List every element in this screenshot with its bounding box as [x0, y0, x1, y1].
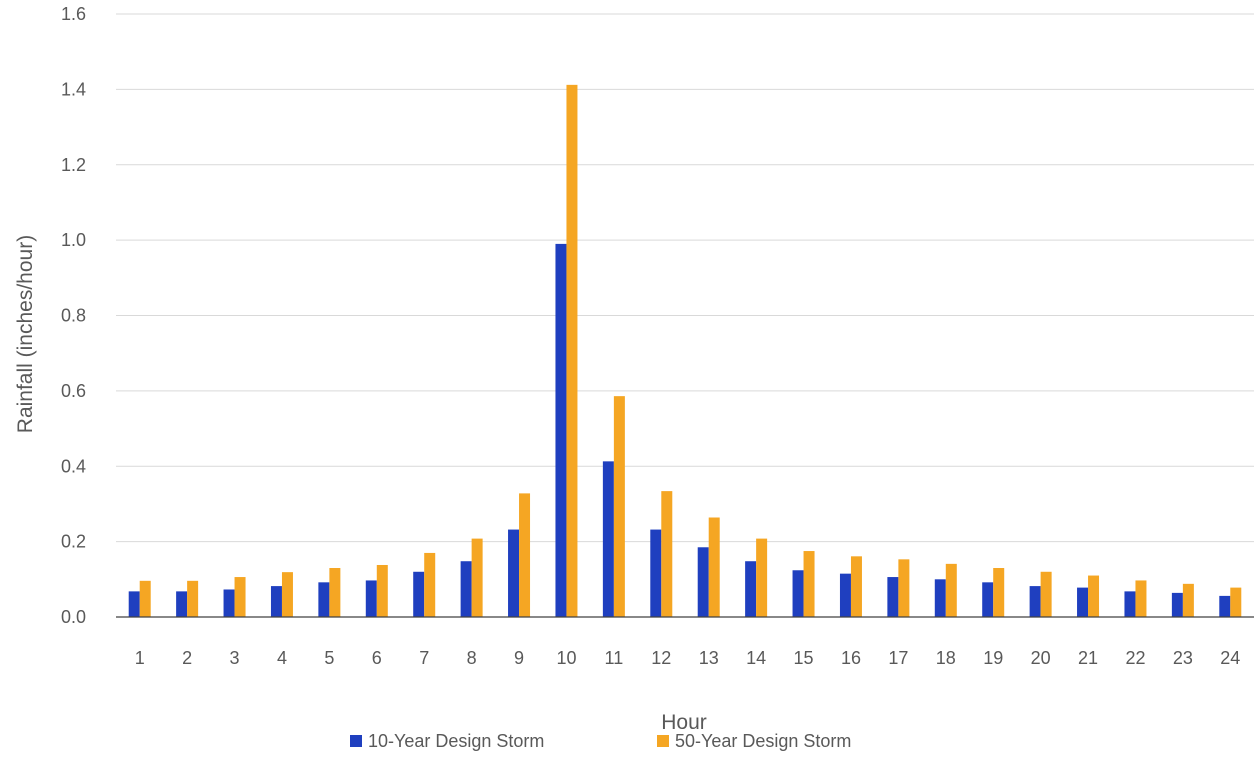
bar-10-year-hour-9 [508, 529, 520, 617]
bar-50-year-hour-17 [898, 559, 910, 617]
legend-swatch-10-year [350, 735, 362, 747]
bars [128, 84, 1242, 618]
bar-50-year-hour-14 [756, 538, 768, 617]
bar-10-year-hour-17 [887, 577, 899, 617]
bar-50-year-hour-7 [424, 552, 436, 617]
x-tick-label: 20 [1031, 648, 1051, 668]
bar-50-year-hour-22 [1135, 580, 1147, 617]
bar-50-year-hour-10 [566, 84, 578, 618]
y-tick-label: 1.2 [61, 155, 86, 175]
x-tick-label: 10 [556, 648, 576, 668]
bar-50-year-hour-2 [187, 580, 199, 617]
bar-50-year-hour-20 [1040, 571, 1052, 617]
y-tick-label: 0.0 [61, 607, 86, 627]
bar-50-year-hour-11 [613, 396, 625, 617]
bar-10-year-hour-1 [128, 591, 140, 617]
x-tick-label: 23 [1173, 648, 1193, 668]
bar-10-year-hour-20 [1029, 586, 1041, 617]
x-tick-label: 15 [794, 648, 814, 668]
bar-10-year-hour-11 [602, 461, 614, 617]
bar-50-year-hour-16 [850, 556, 862, 617]
y-tick-label: 1.6 [61, 4, 86, 24]
bar-10-year-hour-3 [223, 589, 235, 617]
bar-50-year-hour-6 [376, 564, 388, 617]
y-tick-label: 0.8 [61, 306, 86, 326]
bar-50-year-hour-19 [993, 568, 1005, 617]
legend-label-10-year: 10-Year Design Storm [368, 731, 544, 751]
x-tick-label: 13 [699, 648, 719, 668]
bar-10-year-hour-15 [792, 570, 804, 617]
bar-10-year-hour-7 [413, 571, 425, 617]
x-tick-label: 2 [182, 648, 192, 668]
bar-10-year-hour-23 [1171, 592, 1183, 617]
bar-10-year-hour-6 [365, 580, 377, 617]
x-tick-label: 7 [419, 648, 429, 668]
bar-10-year-hour-22 [1124, 591, 1136, 617]
bar-50-year-hour-9 [519, 493, 531, 617]
y-tick-label: 1.4 [61, 79, 86, 99]
bar-10-year-hour-21 [1077, 587, 1089, 617]
bar-50-year-hour-5 [329, 568, 341, 617]
bar-10-year-hour-12 [650, 529, 662, 617]
x-tick-label: 1 [135, 648, 145, 668]
x-tick-label: 21 [1078, 648, 1098, 668]
bar-10-year-hour-16 [839, 573, 851, 617]
bar-10-year-hour-5 [318, 582, 330, 617]
x-tick-label: 24 [1220, 648, 1240, 668]
bar-50-year-hour-3 [234, 577, 246, 617]
bar-10-year-hour-8 [460, 561, 472, 617]
y-tick-label: 0.2 [61, 532, 86, 552]
x-tick-label: 12 [651, 648, 671, 668]
legend-swatch-50-year [657, 735, 669, 747]
gridlines [116, 13, 1254, 543]
bar-50-year-hour-13 [708, 517, 720, 617]
bar-10-year-hour-19 [982, 582, 994, 617]
bar-50-year-hour-18 [945, 563, 957, 617]
x-axis-title: Hour [661, 711, 707, 734]
x-tick-label: 5 [324, 648, 334, 668]
bar-10-year-hour-14 [745, 561, 757, 617]
bar-50-year-hour-21 [1088, 575, 1100, 617]
x-tick-label: 16 [841, 648, 861, 668]
x-tick-label: 3 [230, 648, 240, 668]
legend: 10-Year Design Storm 50-Year Design Stor… [350, 731, 851, 751]
x-tick-label: 8 [467, 648, 477, 668]
x-tick-label: 18 [936, 648, 956, 668]
x-tick-label: 17 [888, 648, 908, 668]
bar-10-year-hour-18 [934, 579, 946, 617]
bar-50-year-hour-1 [139, 580, 151, 617]
bar-10-year-hour-10 [555, 243, 567, 618]
x-tick-label: 14 [746, 648, 766, 668]
x-tick-label: 4 [277, 648, 287, 668]
y-tick-label: 0.4 [61, 456, 86, 476]
bar-50-year-hour-12 [661, 491, 673, 617]
x-tick-label: 11 [605, 648, 624, 668]
x-tick-label: 19 [983, 648, 1003, 668]
bar-50-year-hour-4 [281, 572, 293, 617]
bar-50-year-hour-15 [803, 551, 815, 617]
bar-10-year-hour-24 [1219, 595, 1231, 617]
bar-10-year-hour-4 [270, 586, 282, 617]
x-tick-label: 6 [372, 648, 382, 668]
y-tick-label: 0.6 [61, 381, 86, 401]
y-tick-label: 1.0 [61, 230, 86, 250]
x-tick-label: 22 [1125, 648, 1145, 668]
y-axis-title: Rainfall (inches/hour) [14, 235, 37, 433]
bar-50-year-hour-8 [471, 538, 483, 617]
bar-10-year-hour-13 [697, 547, 709, 617]
bar-50-year-hour-23 [1182, 583, 1194, 617]
bar-10-year-hour-2 [176, 591, 188, 617]
bar-50-year-hour-24 [1230, 587, 1242, 617]
x-tick-label: 9 [514, 648, 524, 668]
axes: 0.00.20.40.60.81.01.21.41.61 2 3 4 5 6 7 8 9 10 11… [61, 4, 1254, 668]
legend-label-50-year: 50-Year Design Storm [675, 731, 851, 751]
